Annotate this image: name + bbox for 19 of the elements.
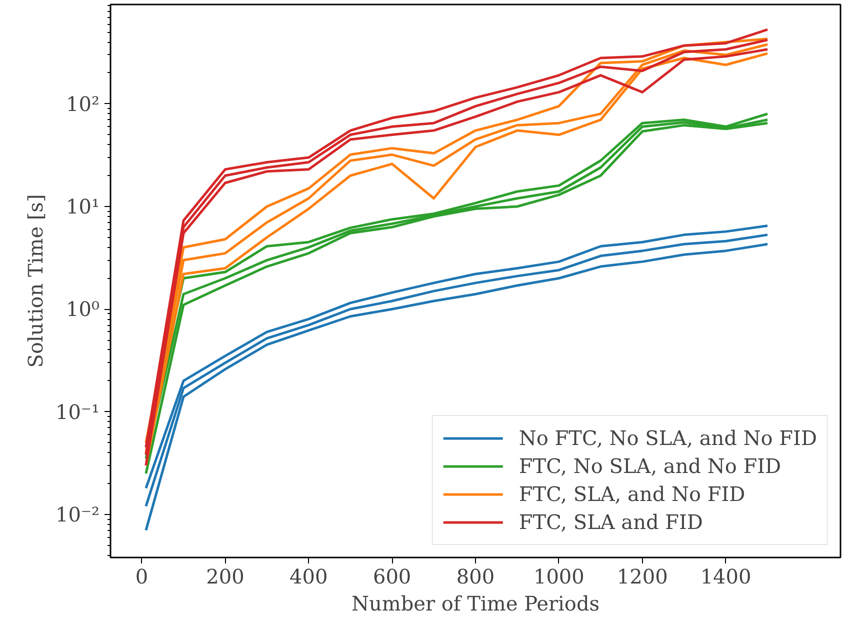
legend-label: FTC, SLA, and No FID — [518, 482, 746, 506]
x-tick-label: 0 — [135, 564, 148, 588]
legend-label: No FTC, No SLA, and No FID — [518, 426, 817, 450]
x-tick-label: 1400 — [700, 564, 752, 588]
y-tick-label: 10⁻² — [55, 502, 100, 526]
legend-label: FTC, SLA and FID — [518, 510, 703, 534]
x-tick-label: 200 — [206, 564, 244, 588]
x-tick-label: 800 — [456, 564, 495, 588]
x-tick-label: 1200 — [616, 564, 668, 588]
y-axis-title: Solution Time [s] — [23, 194, 48, 368]
x-axis-title: Number of Time Periods — [351, 592, 600, 616]
y-tick-label: 10⁻¹ — [55, 400, 100, 424]
y-tick-label: 10⁰ — [66, 297, 100, 322]
x-tick-label: 1000 — [533, 564, 584, 588]
y-tick-label: 10¹ — [66, 194, 100, 219]
x-tick-label: 400 — [290, 564, 328, 588]
x-tick-label: 600 — [372, 564, 412, 588]
y-tick-label: 10² — [66, 92, 100, 116]
legend-label: FTC, No SLA, and No FID — [518, 454, 782, 478]
